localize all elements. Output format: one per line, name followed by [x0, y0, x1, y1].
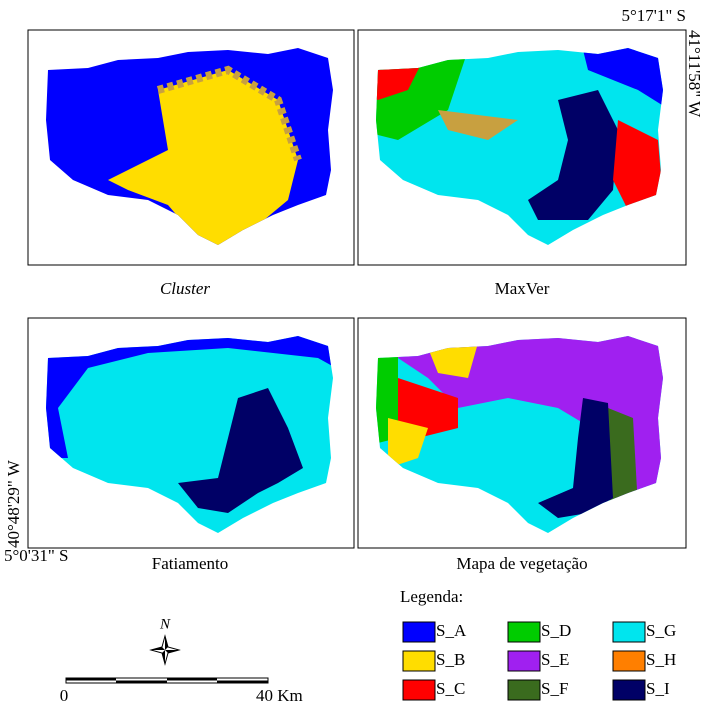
legend: S_A S_B S_C S_D S_E S_F S_G S_H S_I — [403, 621, 676, 700]
legend-swatch — [403, 651, 435, 671]
legend-label: S_G — [646, 621, 676, 640]
legend-swatch — [508, 622, 540, 642]
legend-label: S_E — [541, 650, 569, 669]
legend-swatch — [508, 680, 540, 700]
legend-label: S_A — [436, 621, 467, 640]
coordinate-label: 5°0'31" S — [4, 546, 69, 565]
coordinate-label: 40°48'29" W — [4, 459, 23, 548]
map-panel — [28, 318, 354, 548]
legend-title: Legenda: — [400, 587, 463, 606]
coordinate-label: 41°11'58" W — [685, 30, 701, 118]
legend-swatch — [403, 622, 435, 642]
legend-swatch — [508, 651, 540, 671]
legend-label: S_D — [541, 621, 571, 640]
legend-label: S_I — [646, 679, 670, 698]
legend-label: S_H — [646, 650, 676, 669]
panel-caption: Mapa de vegetação — [456, 554, 587, 573]
north-arrow: N — [151, 616, 179, 664]
map-panel — [28, 30, 354, 265]
coordinate-label: 5°17'1" S — [621, 6, 686, 25]
legend-swatch — [613, 651, 645, 671]
legend-swatch — [403, 680, 435, 700]
scale-label: 40 Km — [256, 686, 303, 705]
panel-caption: Fatiamento — [152, 554, 228, 573]
legend-label: S_F — [541, 679, 568, 698]
panel-caption: MaxVer — [495, 279, 550, 298]
legend-swatch — [613, 680, 645, 700]
scale-bar — [66, 678, 268, 683]
legend-label: S_B — [436, 650, 465, 669]
map-panel — [358, 30, 686, 265]
map-panel — [358, 318, 686, 548]
north-label: N — [159, 616, 171, 632]
scale-label: 0 — [60, 686, 69, 705]
legend-label: S_C — [436, 679, 465, 698]
panel-caption: Cluster — [160, 279, 210, 298]
legend-swatch — [613, 622, 645, 642]
figure: Cluster MaxVer Fatiamento Mapa de vegeta… — [0, 0, 701, 705]
